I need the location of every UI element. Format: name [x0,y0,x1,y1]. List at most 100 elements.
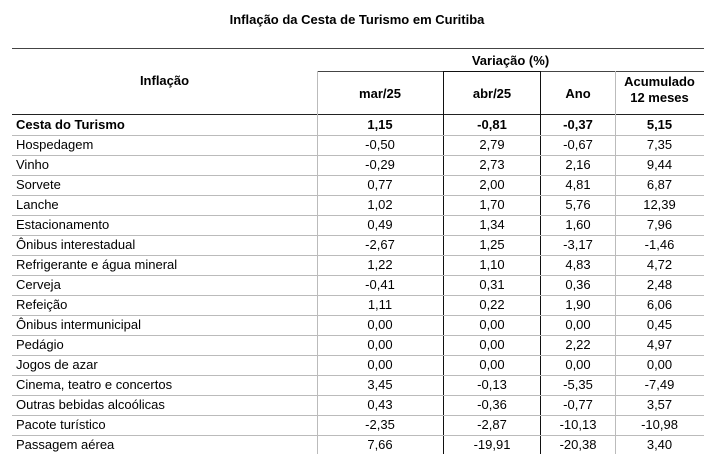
column-header: Ano [565,86,591,101]
row-label: Passagem aérea [16,437,115,452]
row-label: Cinema, teatro e concertos [16,377,173,392]
cell-value: -0,36 [477,397,507,412]
column-header: mar/25 [359,86,401,101]
row-divider [12,135,704,136]
cell-value: 0,77 [367,177,393,192]
row-label: Refrigerante e água mineral [16,257,178,272]
top-rule [12,48,704,49]
row-divider [12,335,704,336]
cell-value: 0,00 [479,357,505,372]
cell-value: -2,67 [365,237,395,252]
cell-value: -0,41 [365,277,395,292]
cell-value: 0,22 [479,297,505,312]
row-divider [12,195,704,196]
cell-value: 0,00 [479,337,505,352]
row-divider [12,435,704,436]
row-divider [12,275,704,276]
cell-value: -2,87 [477,417,507,432]
cell-value: 0,00 [646,357,673,372]
cell-value: 0,36 [565,277,591,292]
row-divider [12,215,704,216]
row-label: Hospedagem [16,137,94,152]
cell-value: -3,17 [563,237,593,252]
cell-value: 0,31 [479,277,505,292]
row-label: Cerveja [16,277,61,292]
column-header: abr/25 [472,86,512,101]
row-divider [12,395,704,396]
row-label: Pacote turístico [16,417,106,432]
highlight-box [443,71,541,454]
cell-value: -7,49 [644,377,675,392]
cell-value: 1,90 [565,297,591,312]
cell-value: 3,40 [646,437,673,452]
row-label: Outras bebidas alcoólicas [16,397,165,412]
row-label: Refeição [16,297,68,312]
row-label: Ônibus intermunicipal [16,317,142,332]
row-label: Vinho [16,157,50,172]
cell-value: -0,50 [365,137,395,152]
cell-value: -2,35 [365,417,395,432]
cell-value: 0,00 [367,317,393,332]
row-label: Ônibus interestadual [16,237,136,252]
cell-value: 7,96 [646,217,673,232]
row-divider [12,355,704,356]
cell-value: 3,45 [367,377,393,392]
cell-value: 1,11 [367,297,393,312]
cell-value: 2,73 [479,157,505,172]
column-divider [615,71,616,454]
cell-value: 1,15 [367,117,393,132]
cell-value: -10,13 [559,417,597,432]
row-divider [12,255,704,256]
cell-value: 0,43 [367,397,393,412]
row-divider [12,375,704,376]
cell-value: 4,83 [565,257,591,272]
cell-value: 1,25 [479,237,505,252]
cell-value: 2,00 [479,177,505,192]
cell-value: -1,46 [644,237,675,252]
cell-value: 0,00 [565,357,591,372]
cell-value: -0,77 [563,397,593,412]
cell-value: -0,13 [477,377,507,392]
cell-value: 7,66 [367,437,393,452]
row-divider [12,235,704,236]
cell-value: 1,22 [367,257,393,272]
row-divider [12,295,704,296]
cell-value: 1,60 [565,217,591,232]
cell-value: 0,45 [646,317,673,332]
cell-value: 4,97 [646,337,673,352]
cell-value: -10,98 [641,417,678,432]
cell-value: 4,72 [646,257,673,272]
cell-value: 2,22 [565,337,591,352]
cell-value: -5,35 [563,377,593,392]
header-rule [12,114,704,115]
cell-value: 0,00 [367,337,393,352]
cell-value: 7,35 [646,137,673,152]
cell-value: 0,49 [367,217,393,232]
row-label: Sorvete [16,177,61,192]
cell-value: -0,29 [365,157,395,172]
cell-value: 0,00 [479,317,505,332]
group-header: Variação (%) [471,53,550,68]
cell-value: -20,38 [559,437,597,452]
row-header: Inflação [139,73,190,88]
cell-value: 9,44 [646,157,673,172]
cell-value: 5,15 [646,117,673,132]
cell-value: 1,10 [479,257,505,272]
row-label: Cesta do Turismo [16,117,125,132]
cell-value: -0,37 [563,117,593,132]
cell-value: 0,00 [565,317,591,332]
cell-value: 12,39 [643,197,676,212]
column-divider [317,71,318,454]
cell-value: 1,02 [367,197,393,212]
row-label: Lanche [16,197,59,212]
cell-value: -0,67 [563,137,593,152]
cell-value: 6,87 [646,177,673,192]
row-divider [12,415,704,416]
cell-value: 4,81 [565,177,591,192]
cell-value: 1,34 [479,217,505,232]
cell-value: 0,00 [367,357,393,372]
row-label: Pedágio [16,337,64,352]
cell-value: -19,91 [473,437,511,452]
row-divider [12,155,704,156]
